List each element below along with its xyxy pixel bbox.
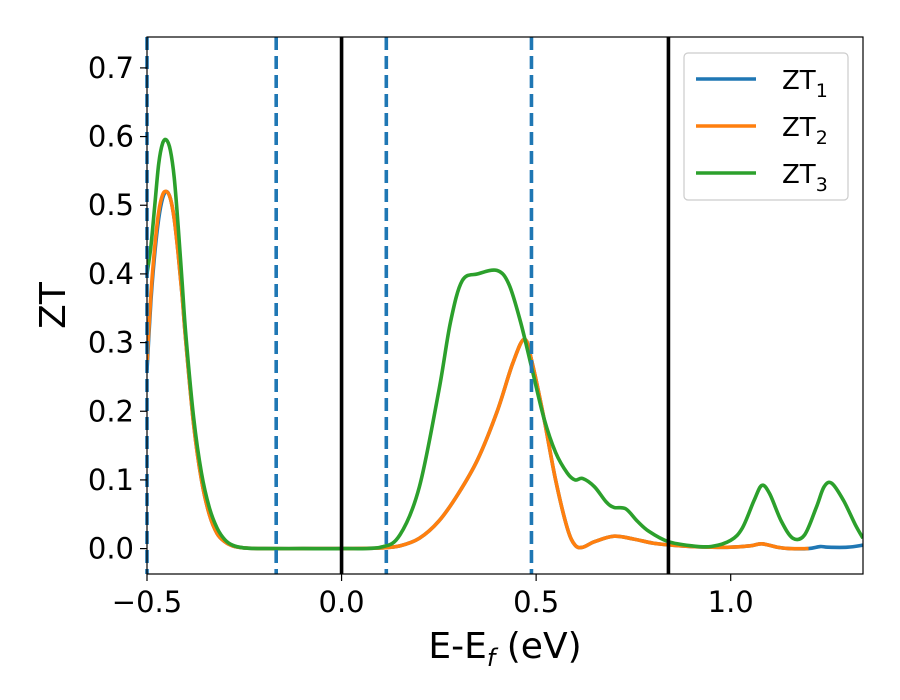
legend-item-zt3: ZT3 (696, 160, 828, 196)
y-tick-label: 0.0 (88, 532, 134, 566)
x-axis-label-unit: (eV) (495, 626, 581, 667)
x-tick-label: 0.0 (319, 585, 365, 619)
y-tick-label: 0.4 (88, 257, 134, 291)
x-tick-label: −0.5 (112, 585, 182, 619)
legend-box (683, 52, 849, 201)
series-line-zt2 (147, 189, 809, 551)
x-axis-ticks: −0.5 0.0 0.5 1.0 (112, 574, 754, 619)
legend-label: ZT2 (782, 113, 828, 149)
x-tick-label: 0.5 (513, 585, 559, 619)
y-tick-label: 0.3 (88, 326, 134, 360)
y-tick-label: 0.6 (88, 120, 134, 154)
legend-label: ZT1 (782, 66, 828, 102)
series-layer (147, 137, 863, 551)
x-axis-label-main: E-E (428, 626, 486, 667)
y-tick-label: 0.1 (88, 463, 134, 497)
legend-label: ZT3 (782, 160, 828, 196)
series-line-zt3 (147, 137, 863, 551)
y-tick-label: 0.7 (88, 51, 134, 85)
y-axis-ticks: 0.0 0.1 0.2 0.3 0.4 0.5 0.6 0.7 (88, 51, 147, 566)
legend-item-zt2: ZT2 (696, 113, 828, 149)
x-tick-label: 1.0 (708, 585, 754, 619)
y-tick-label: 0.5 (88, 188, 134, 222)
y-axis-label: ZT (33, 281, 74, 329)
vertical-lines (145, 37, 671, 574)
y-tick-label: 0.2 (88, 394, 134, 428)
legend-item-zt1: ZT1 (696, 66, 828, 102)
plot-frame (146, 36, 864, 575)
x-axis-label: E-Ef (eV) (428, 626, 581, 672)
legend: ZT1 ZT2 ZT3 (683, 52, 849, 201)
